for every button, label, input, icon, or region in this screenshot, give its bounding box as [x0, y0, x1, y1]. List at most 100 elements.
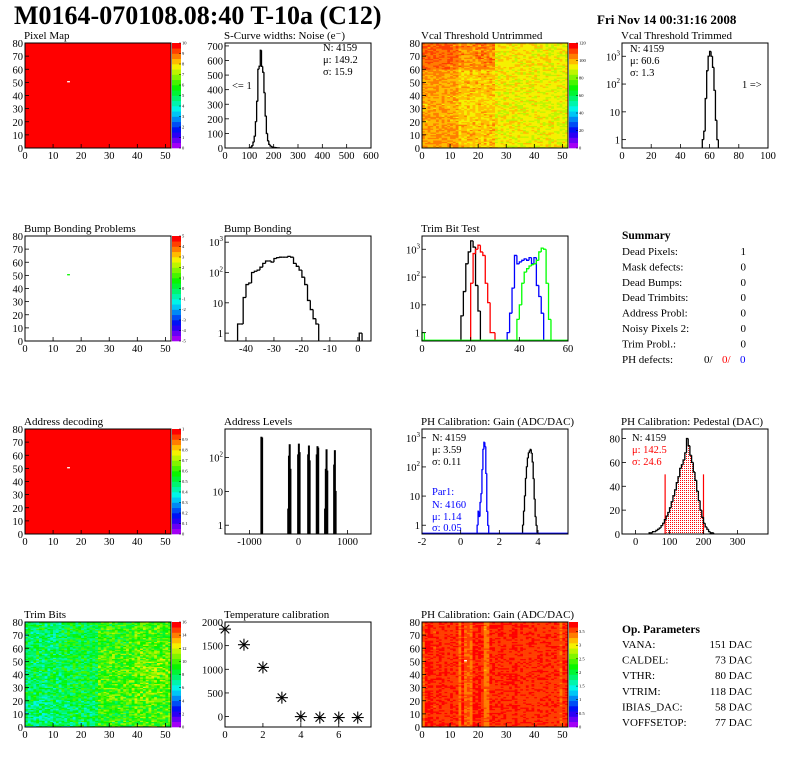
summary-value: 0 [741, 338, 747, 350]
heatmap-cell [427, 103, 431, 105]
heatmap-cell [525, 52, 529, 54]
heatmap-cell [447, 88, 451, 91]
heatmap-cell [514, 56, 518, 58]
heatmap-cell [461, 113, 465, 116]
x-tick-label: 10 [48, 344, 59, 355]
heatmap-cell [537, 91, 541, 94]
heatmap-cell [427, 49, 431, 52]
heatmap-cell [444, 53, 448, 56]
x-tick-label: 30 [501, 151, 512, 162]
heatmap-cell [430, 133, 434, 136]
x-tick-label: -1000 [237, 537, 262, 548]
heatmap-cell [461, 111, 465, 113]
heatmap-cell [562, 77, 566, 79]
heatmap-cell [444, 78, 448, 81]
heatmap-cell [424, 61, 428, 63]
heatmap-cell [458, 141, 462, 144]
heatmap-cell [548, 96, 552, 99]
heatmap-cell [539, 56, 544, 58]
heatmap-cell [495, 70, 499, 73]
heatmap-cell [537, 125, 541, 128]
histogram-bin [486, 473, 488, 512]
y-tick-label: 600 [207, 57, 223, 68]
heatmap-cell [424, 64, 428, 66]
heatmap-cell [422, 49, 426, 52]
heatmap-cell [562, 145, 566, 147]
color-scale-band [569, 85, 578, 91]
heatmap-cell [458, 78, 462, 81]
heatmap-cell [523, 127, 527, 129]
heatmap-cell [469, 66, 473, 69]
heatmap-cell [531, 142, 535, 145]
heatmap-cell [520, 128, 524, 130]
heatmap-cell [486, 83, 490, 86]
heatmap-cell [520, 57, 524, 60]
heatmap-cell [486, 62, 490, 65]
heatmap-cell [537, 136, 541, 138]
histogram-bin [540, 247, 544, 252]
color-scale-band [172, 434, 181, 440]
heatmap-cell [455, 44, 459, 46]
heatmap-cell [492, 71, 496, 74]
heatmap-cell [25, 721, 29, 724]
heatmap-cell [450, 81, 454, 83]
heatmap-cell [503, 100, 507, 103]
heatmap-cell [497, 120, 501, 123]
heatmap-cell [509, 138, 513, 141]
heatmap-cell [422, 48, 426, 50]
color-scale-band [172, 257, 181, 263]
heatmap-cell [430, 145, 434, 147]
heatmap-cell [495, 128, 499, 130]
heatmap-cell [551, 137, 555, 140]
heatmap-cell [438, 92, 442, 95]
heatmap-cell [480, 83, 485, 86]
heatmap-cell [433, 79, 437, 82]
heatmap-cell [545, 64, 549, 66]
heatmap-cell [559, 109, 563, 112]
heatmap-cell [472, 58, 476, 61]
heatmap-cell [464, 73, 468, 75]
heatmap-cell [548, 88, 552, 91]
heatmap-cell [559, 124, 563, 126]
heatmap-cell [424, 60, 428, 62]
heatmap-cell [545, 87, 549, 90]
heatmap-cell [548, 90, 552, 92]
heatmap-cell [433, 46, 437, 49]
heatmap-cell [447, 120, 451, 123]
heatmap-cell [30, 674, 34, 677]
y-tick-label: 103 [406, 242, 421, 256]
color-scale-tick-label: 0.2 [182, 511, 188, 516]
heatmap-cell [483, 52, 487, 54]
heatmap-cell [422, 104, 426, 107]
heatmap-cell [486, 146, 490, 149]
color-scale: 00.10.20.30.40.50.60.70.80.91 [172, 427, 188, 537]
heatmap-cell [492, 142, 496, 145]
heatmap-cell [480, 137, 485, 140]
heatmap-cell [424, 57, 428, 60]
heatmap-cell [503, 99, 507, 102]
heatmap-cell [553, 92, 558, 95]
heatmap-cell [444, 129, 448, 132]
heatmap-cell [464, 104, 468, 107]
heatmap-cell [503, 134, 507, 137]
y-tick-label: 10 [410, 131, 421, 142]
color-scale-band [569, 132, 578, 138]
heatmap-cell [503, 125, 507, 128]
y-tick-label: 102 [209, 266, 224, 280]
heatmap-cell [455, 83, 459, 86]
heatmap-cell [514, 65, 518, 67]
heatmap-cell [441, 119, 445, 121]
heatmap-cell [464, 83, 468, 86]
heatmap-cell [556, 127, 560, 129]
heatmap-cell [551, 74, 555, 77]
heatmap-cell [475, 134, 479, 137]
heatmap-cell [25, 723, 29, 725]
heatmap-cell [542, 71, 546, 74]
color-scale-tick-label: 2 [182, 265, 184, 270]
heatmap-cell [492, 132, 496, 134]
heatmap-cell [444, 128, 448, 130]
heatmap-cell [450, 112, 454, 115]
heatmap-cell [486, 137, 490, 140]
heatmap-cell [492, 60, 496, 62]
heatmap-cell [433, 125, 437, 128]
